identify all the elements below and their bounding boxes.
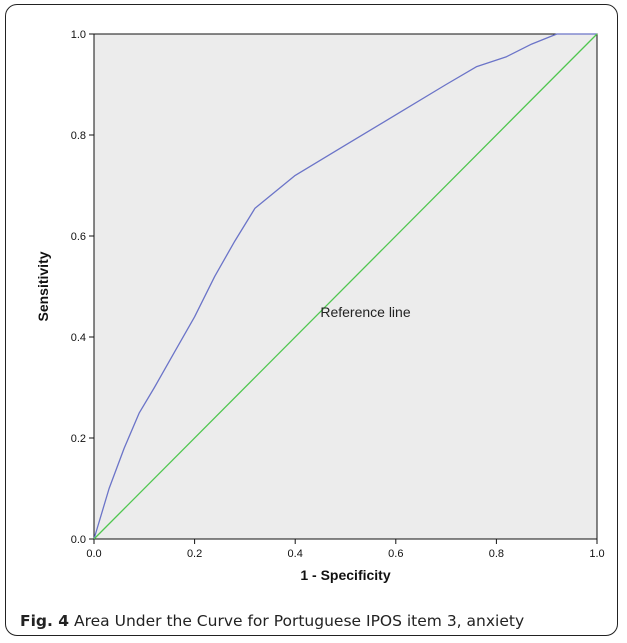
y-tick-label: 0.2 — [71, 433, 86, 445]
figure-caption-text: Area Under the Curve for Portuguese IPOS… — [69, 612, 525, 630]
x-tick-label: 0.0 — [86, 548, 101, 560]
x-axis-title: 1 - Specificity — [300, 567, 390, 583]
x-tick-label: 0.4 — [288, 548, 303, 560]
roc-curve-line — [93, 33, 597, 540]
figure-caption-label: Fig. 4 — [20, 612, 70, 630]
y-tick-label: 0.6 — [71, 231, 86, 243]
x-tick-label: 0.8 — [489, 548, 504, 560]
reference-line-annotation: Reference line — [320, 304, 410, 320]
x-tick-label: 0.2 — [187, 548, 202, 560]
y-tick-label: 0.0 — [71, 534, 86, 546]
x-tick-label: 1.0 — [589, 548, 604, 560]
y-tick-label: 0.8 — [71, 130, 86, 142]
y-tick-label: 1.0 — [71, 29, 86, 41]
figure-caption: Fig. 4 Area Under the Curve for Portugue… — [20, 612, 524, 630]
reference-line — [93, 33, 598, 540]
x-tick-label: 0.6 — [388, 548, 403, 560]
y-tick-label: 0.4 — [71, 332, 86, 344]
y-axis-title: Sensitivity — [35, 251, 51, 321]
